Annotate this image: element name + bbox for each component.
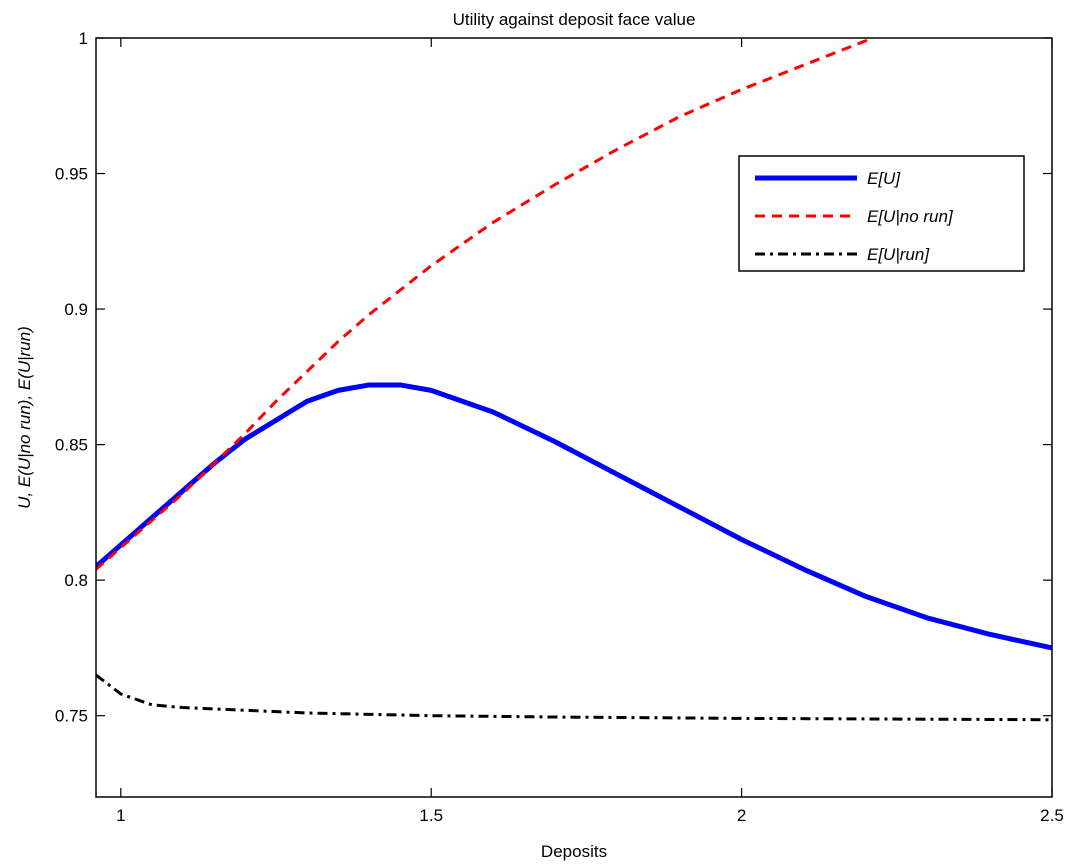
y-tick-label: 1 [79,29,88,48]
series-line-3 [96,673,1052,722]
y-tick-label: 0.85 [55,436,88,455]
x-tick-label: 1.5 [419,806,443,825]
legend-label-2: E[U|no run] [867,207,954,226]
x-tick-label: 2.5 [1040,806,1064,825]
legend-label-1: E[U] [867,169,901,188]
y-tick-label: 0.8 [64,571,88,590]
chart-title: Utility against deposit face value [453,10,696,29]
axes-frame [95,37,1053,798]
x-tick-label: 2 [737,806,746,825]
y-tick-label: 0.75 [55,707,88,726]
y-tick-label: 0.9 [64,300,88,319]
plot-area: 1 1.5 2 2.5 0.75 0.8 0.85 0.9 0.95 1 [55,29,1064,825]
legend-label-3: E[U|run] [867,245,930,264]
legend-box [738,155,1025,272]
legend: E[U] E[U|no run] E[U|run] [738,155,1025,272]
x-axis-title: Deposits [541,842,607,861]
y-tick-label: 0.95 [55,165,88,184]
x-tick-label: 1 [116,806,125,825]
y-axis-title: U, E(U|no run), E(U|run) [15,326,34,509]
